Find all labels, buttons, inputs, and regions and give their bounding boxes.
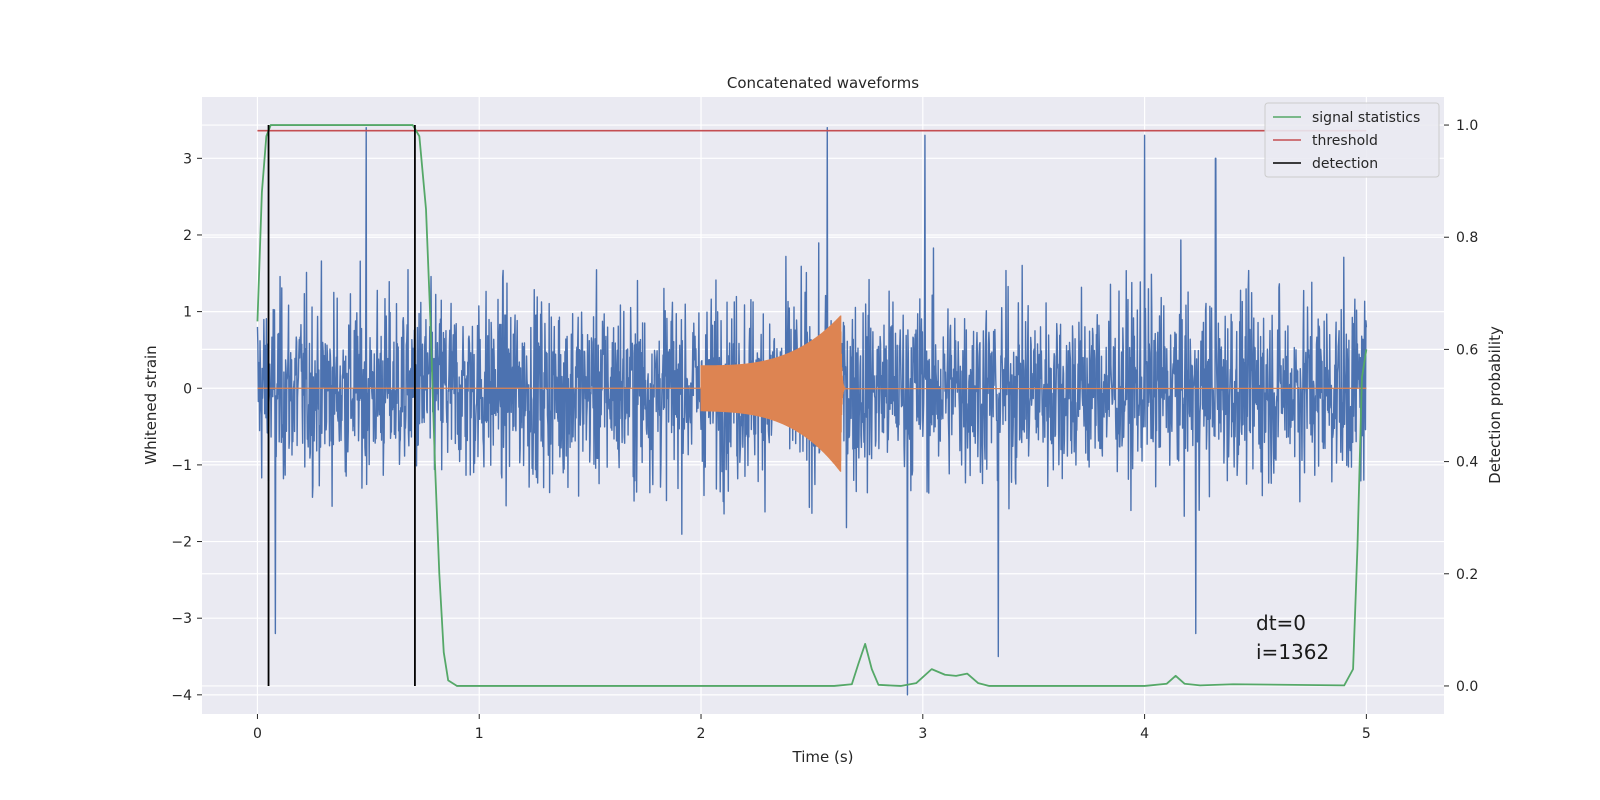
y2-tick-label: 0.4 [1456, 455, 1478, 471]
y2-tick-label: 0.8 [1456, 230, 1478, 246]
x-axis-label: Time (s) [792, 748, 854, 766]
y-axis-label: Whitened strain [142, 345, 160, 464]
y-tick-label: 1 [183, 305, 192, 321]
legend-label-signal-statistics: signal statistics [1312, 110, 1420, 126]
y2-tick-label: 0.0 [1456, 679, 1478, 695]
x-tick-label: 3 [918, 726, 927, 742]
y2-tick-label: 0.2 [1456, 567, 1478, 583]
ticks: 0 1 2 3 4 5 −4 −3 −2 −1 0 1 2 3 0.0 0.2 0.4 0.6 0.8 1.0 [171, 118, 1478, 742]
chart-title: Concatenated waveforms [727, 74, 919, 92]
y2-tick-label: 1.0 [1456, 118, 1478, 134]
legend: signal statistics threshold detection [1264, 102, 1440, 178]
y-tick-label: 3 [183, 151, 192, 167]
annotation-index: i=1362 [1256, 640, 1329, 664]
y-tick-label: −2 [171, 535, 192, 551]
y-tick-label: 2 [183, 228, 192, 244]
series-injected-waveform [257, 315, 1367, 472]
y-tick-label: −1 [171, 458, 192, 474]
x-tick-label: 2 [697, 726, 706, 742]
x-tick-label: 4 [1140, 726, 1149, 742]
legend-label-detection: detection [1312, 156, 1378, 172]
annotation-dt: dt=0 [1256, 611, 1306, 635]
x-tick-label: 5 [1362, 726, 1371, 742]
x-tick-label: 0 [253, 726, 262, 742]
series-whitened-strain [256, 126, 1368, 696]
legend-label-threshold: threshold [1312, 133, 1378, 149]
x-tick-label: 1 [475, 726, 484, 742]
series-signal-statistics [256, 124, 1368, 687]
y2-axis-label: Detection probability [1486, 326, 1504, 484]
legend-box [1264, 102, 1440, 178]
y-tick-label: −3 [171, 611, 192, 627]
plot-area [256, 124, 1368, 696]
y-tick-label: 0 [183, 381, 192, 397]
y-tick-label: −4 [171, 688, 192, 704]
y2-tick-label: 0.6 [1456, 342, 1478, 358]
